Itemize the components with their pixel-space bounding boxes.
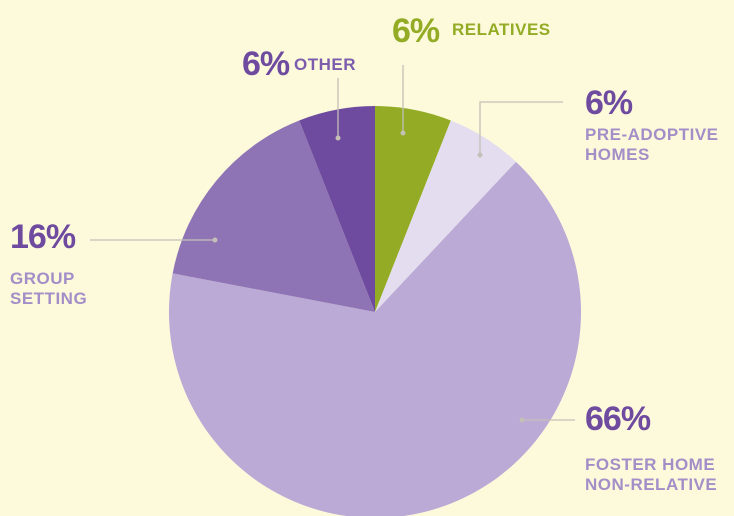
category-label: OTHER <box>294 55 356 74</box>
value-label: 6% <box>585 84 633 122</box>
leader-dot <box>400 130 406 136</box>
pie-slice <box>375 106 451 312</box>
leader-dot <box>477 152 483 158</box>
category-label: PRE-ADOPTIVE HOMES <box>585 125 719 164</box>
leaders <box>90 65 575 423</box>
value-label: 6% <box>242 45 290 83</box>
pie-slice <box>169 161 581 516</box>
leader-dot <box>335 135 341 141</box>
slices <box>169 106 581 516</box>
leader-dot <box>519 417 525 423</box>
pie-slice <box>172 120 375 313</box>
leader-line <box>479 101 563 155</box>
pie-slice <box>375 120 517 313</box>
category-label: GROUP SETTING <box>10 269 88 308</box>
category-label: FOSTER HOME NON-RELATIVE <box>585 455 718 494</box>
value-label: 6% <box>392 12 440 50</box>
leader-dot <box>212 237 218 243</box>
value-label: 66% <box>585 400 651 438</box>
category-label: RELATIVES <box>452 20 551 39</box>
value-label: 16% <box>10 218 76 256</box>
pie-slice <box>299 106 375 312</box>
